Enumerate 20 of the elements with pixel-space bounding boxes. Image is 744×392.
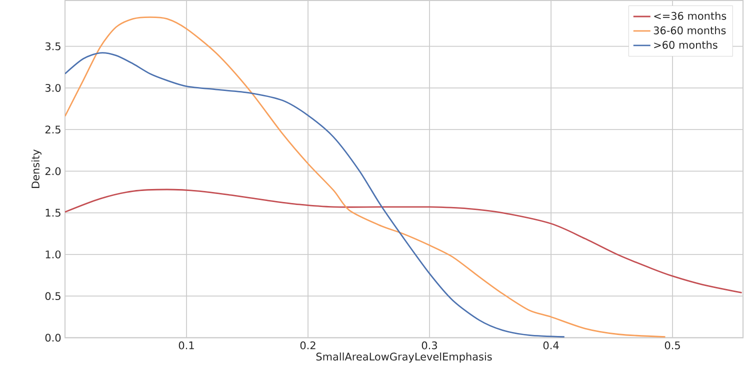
x-tick-label: 0.4 <box>543 341 559 350</box>
y-tick-label: 2.5 <box>45 126 60 134</box>
y-tick-label: 3.0 <box>45 84 61 92</box>
y-tick-label: 3.5 <box>45 42 60 50</box>
legend-label: 36-60 months <box>654 26 726 34</box>
legend-label: <=36 months <box>654 12 726 20</box>
x-tick-label: 0.3 <box>422 341 437 350</box>
x-tick-label: 0.1 <box>178 341 194 350</box>
y-tick-label: 1.5 <box>46 208 60 217</box>
line-series <box>65 188 742 294</box>
x-axis-title: SmallAreaLowGrayLevelEmphasis <box>316 352 492 363</box>
y-axis-title: Density <box>31 150 42 188</box>
y-tick-label: 0.0 <box>45 334 61 342</box>
line-series <box>65 52 566 338</box>
y-tick-label: 1.0 <box>46 250 61 258</box>
legend-label: >60 months <box>654 40 718 49</box>
y-tick-label: 2.0 <box>45 167 61 176</box>
x-tick-label: 0.5 <box>664 341 680 350</box>
y-tick-label: 0.5 <box>45 292 60 300</box>
x-tick-label: 0.2 <box>300 341 316 350</box>
